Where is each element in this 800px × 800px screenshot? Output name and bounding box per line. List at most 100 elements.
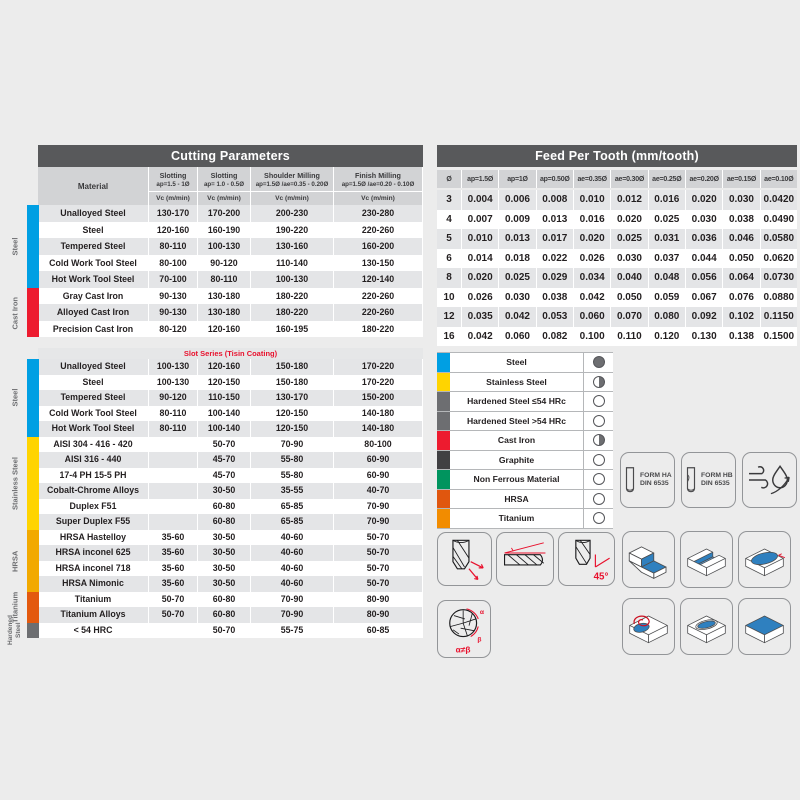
group-label-stainless-steel: Stainless Steel	[10, 456, 20, 510]
feed-row: 12 0.035 0.042 0.053 0.060 0.070 0.080 0…	[437, 307, 797, 327]
vc-cell: 50-70	[334, 576, 422, 592]
material-column-header: Material	[38, 167, 148, 205]
diameter-cell: 8	[437, 268, 461, 288]
feed-cell: 0.100	[573, 326, 611, 346]
vc-cell: 120-150	[198, 374, 250, 390]
material-cell: HRSA Hastelloy	[38, 529, 148, 545]
slot-series-rows: Unalloyed Steel 100-130 120-160 150-180 …	[38, 359, 423, 638]
feed-cell: 0.029	[536, 268, 573, 288]
vc-cell: 65-85	[251, 514, 333, 530]
feed-cell: 0.007	[462, 209, 499, 229]
suitability-indicator-icon	[592, 453, 605, 466]
closed-slot-milling-box	[680, 598, 733, 655]
vc-cell	[149, 622, 197, 638]
feed-cell: 0.053	[536, 307, 573, 327]
vc-cell: 140-180	[334, 421, 422, 437]
vc-cell: 55-80	[251, 467, 333, 483]
vc-cell: 150-180	[251, 374, 333, 390]
vc-cell: 150-200	[334, 390, 422, 406]
feed-cell: 0.014	[462, 248, 499, 268]
table-row: Titanium 50-70 60-80 70-90 80-90	[38, 591, 423, 607]
unequal-pitch-label: α≠β	[456, 644, 471, 654]
column-header-shoulder-milling: Shoulder Milling ap=1.5Ø /ae=0.35 - 0.20…	[251, 167, 333, 191]
end-mill-corner-icon	[452, 539, 484, 581]
table-row: Super Duplex F55 60-80 65-85 70-90	[38, 514, 423, 530]
slot-milling-box	[680, 531, 733, 588]
material-name: Non Ferrous Material	[450, 470, 584, 489]
table-row: Steel 120-160 160-190 190-220 220-260	[38, 221, 423, 238]
feed-cell: 0.013	[536, 209, 573, 229]
material-cell: Hot Work Tool Steel	[38, 421, 148, 437]
vc-cell	[149, 498, 197, 514]
vc-cell: 40-60	[251, 560, 333, 576]
material-color-chip	[437, 392, 450, 411]
vc-cell: 70-90	[251, 436, 333, 452]
feed-cell: 0.1500	[760, 326, 797, 346]
vc-cell: 160-190	[198, 221, 250, 238]
table-row: Unalloyed Steel 100-130 120-160 150-180 …	[38, 359, 423, 375]
material-cell: Duplex F51	[38, 498, 148, 514]
vc-cell: 180-220	[251, 287, 333, 304]
table-row: AISI 304 - 416 - 420 50-70 70-90 80-100	[38, 436, 423, 452]
table-row: Alloyed Cast Iron 90-130 130-180 180-220…	[38, 304, 423, 321]
vc-cell	[149, 436, 197, 452]
table-row: Cold Work Tool Steel 80-100 90-120 110-1…	[38, 254, 423, 271]
vc-cell: 80-110	[198, 271, 250, 288]
corner-chamfer-box: 45°	[558, 532, 615, 586]
air-blast-cooling-icon	[748, 465, 790, 495]
vc-cell: 60-80	[198, 607, 250, 623]
feed-cell: 0.010	[573, 190, 611, 210]
vc-cell: 120-150	[251, 405, 333, 421]
feed-cell: 0.067	[685, 287, 723, 307]
unit-cell: Vc (m/min)	[149, 192, 197, 205]
feed-cell: 0.138	[723, 326, 760, 346]
feed-cell: 0.048	[648, 268, 685, 288]
feed-cell: 0.082	[536, 326, 573, 346]
suitability-indicator-icon	[592, 395, 605, 408]
feed-cell: 0.050	[723, 248, 760, 268]
diameter-cell: 4	[437, 209, 461, 229]
vc-cell: 100-140	[198, 405, 250, 421]
feed-cell: 0.120	[648, 326, 685, 346]
material-color-chip	[437, 450, 450, 469]
material-color-chip	[437, 353, 450, 372]
material-cell: AISI 304 - 416 - 420	[38, 436, 148, 452]
material-cell: Cold Work Tool Steel	[38, 254, 148, 271]
vc-cell: 35-60	[149, 576, 197, 592]
suitability-cell	[584, 490, 613, 509]
feed-column-header: ap=1Ø	[499, 170, 536, 188]
vc-cell: 120-150	[251, 421, 333, 437]
vc-cell: 80-100	[334, 436, 422, 452]
vc-cell: 70-90	[334, 498, 422, 514]
vc-cell: 55-75	[251, 622, 333, 638]
material-color-chip	[437, 509, 450, 528]
feed-cell: 0.006	[499, 190, 536, 210]
material-cell: Unalloyed Steel	[38, 359, 148, 375]
feed-cell: 0.042	[462, 326, 499, 346]
feed-row: 3 0.004 0.006 0.008 0.010 0.012 0.016 0.…	[437, 190, 797, 210]
feed-per-tooth-title: Feed Per Tooth (mm/tooth)	[437, 145, 797, 167]
vc-cell: 180-220	[251, 304, 333, 321]
group-bar-cast-iron	[27, 287, 39, 337]
feed-cell: 0.035	[462, 307, 499, 327]
material-cell: Titanium	[38, 591, 148, 607]
vc-cell: 130-180	[198, 287, 250, 304]
feed-cell: 0.0880	[760, 287, 797, 307]
suitability-cell	[584, 392, 613, 411]
material-cell: Cobalt-Chrome Alloys	[38, 483, 148, 499]
vc-cell: 30-50	[198, 529, 250, 545]
feed-cell: 0.044	[685, 248, 723, 268]
feed-column-header: ae=0.30Ø	[611, 170, 648, 188]
material-cell: Gray Cast Iron	[38, 287, 148, 304]
vc-cell: 40-60	[251, 529, 333, 545]
feed-cell: 0.040	[611, 268, 648, 288]
feed-cell: 0.076	[723, 287, 760, 307]
air-cooling-box	[742, 452, 797, 508]
feed-cell: 0.010	[462, 229, 499, 249]
material-cell: HRSA inconel 625	[38, 545, 148, 561]
vc-cell: 130-170	[251, 390, 333, 406]
pocket-milling-icon	[745, 548, 786, 576]
vc-cell: 35-55	[251, 483, 333, 499]
